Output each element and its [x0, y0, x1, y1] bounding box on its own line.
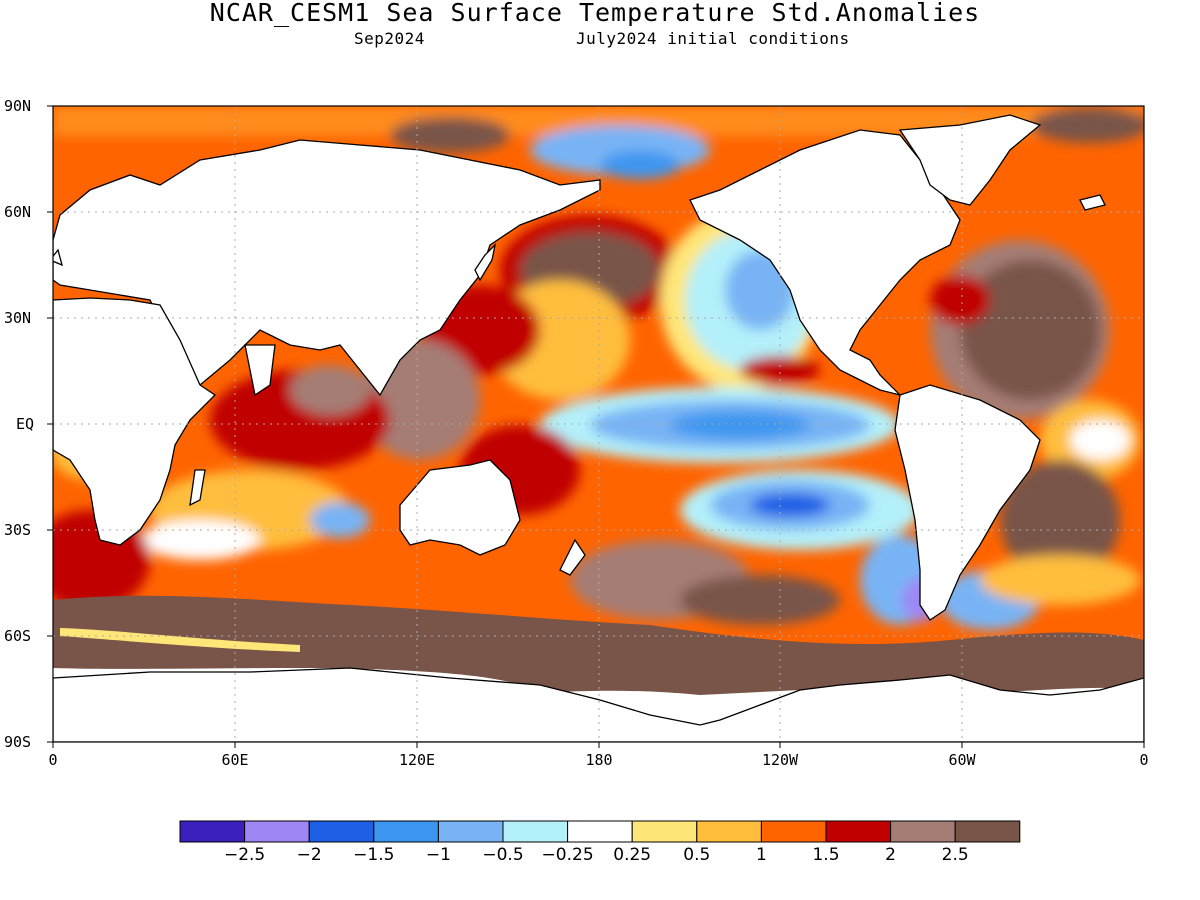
- colorbar-swatch: [437, 820, 504, 843]
- colorbar-swatch: [308, 820, 375, 843]
- colorbar-label: −2.5: [223, 845, 266, 865]
- colorbar-swatch: [179, 820, 246, 843]
- lon-label-0-east: 0: [1139, 751, 1149, 769]
- colorbar-label: −0.25: [541, 845, 594, 865]
- lat-label-eq: EQ: [16, 415, 35, 433]
- lon-label-120w: 120W: [761, 751, 799, 769]
- lon-label-0: 0: [48, 751, 58, 769]
- colorbar-swatch: [631, 820, 698, 843]
- graticule: [53, 106, 1144, 742]
- colorbar-label: 2.5: [941, 845, 969, 865]
- axis-ticks: [47, 105, 1145, 748]
- lat-label-60n: 60N: [4, 203, 32, 221]
- colorbar-label: 0.5: [683, 845, 711, 865]
- colorbar-swatch: [567, 820, 633, 843]
- lon-label-120e: 120E: [398, 751, 436, 769]
- australia: [399, 459, 521, 556]
- south-america: [894, 384, 1041, 621]
- lat-label-30n: 30N: [4, 309, 32, 327]
- initial-conditions: July2024 initial conditions: [576, 29, 850, 48]
- colorbar-label: 1: [755, 845, 767, 865]
- lon-label-60e: 60E: [221, 751, 249, 769]
- iceland: [1079, 194, 1106, 211]
- colorbar-label: −1.5: [353, 845, 395, 865]
- forecast-month: Sep2024: [354, 29, 425, 48]
- lat-label-90s: 90S: [4, 733, 32, 751]
- colorbar-label: 2: [885, 845, 897, 865]
- new-zealand: [559, 538, 586, 576]
- greenland: [898, 114, 1042, 206]
- colorbar-swatch: [825, 820, 892, 843]
- africa: [53, 297, 217, 546]
- colorbar-label: 1.5: [812, 845, 840, 865]
- madagascar: [189, 469, 206, 507]
- lon-label-60w: 60W: [948, 751, 976, 769]
- lat-label-60s: 60S: [4, 627, 32, 645]
- british-isles: [53, 248, 63, 267]
- japan: [474, 243, 497, 282]
- lat-label-90n: 90N: [4, 97, 32, 115]
- colorbar-swatch: [890, 820, 956, 843]
- colorbar-label: −1: [425, 845, 451, 865]
- colorbar-swatch: [502, 820, 569, 843]
- colorbar-swatch: [954, 820, 1021, 843]
- colorbar-swatch: [244, 820, 310, 843]
- colorbar-swatch: [760, 820, 827, 843]
- colorbar-swatch: [373, 820, 439, 843]
- colorbar-label: 0.25: [613, 845, 652, 865]
- anomaly-field: [53, 106, 1144, 630]
- colorbar-label: −2: [296, 845, 322, 865]
- map-title: NCAR_CESM1 Sea Surface Temperature Std.A…: [209, 0, 981, 27]
- north-america: [689, 129, 961, 397]
- lon-label-180: 180: [585, 751, 613, 769]
- lat-label-30s: 30S: [4, 521, 32, 539]
- antarctica: [53, 667, 1144, 742]
- colorbar-swatch: [696, 820, 762, 843]
- india: [244, 344, 276, 397]
- land-masses: [53, 114, 1144, 742]
- colorbar-label: −0.5: [482, 845, 524, 865]
